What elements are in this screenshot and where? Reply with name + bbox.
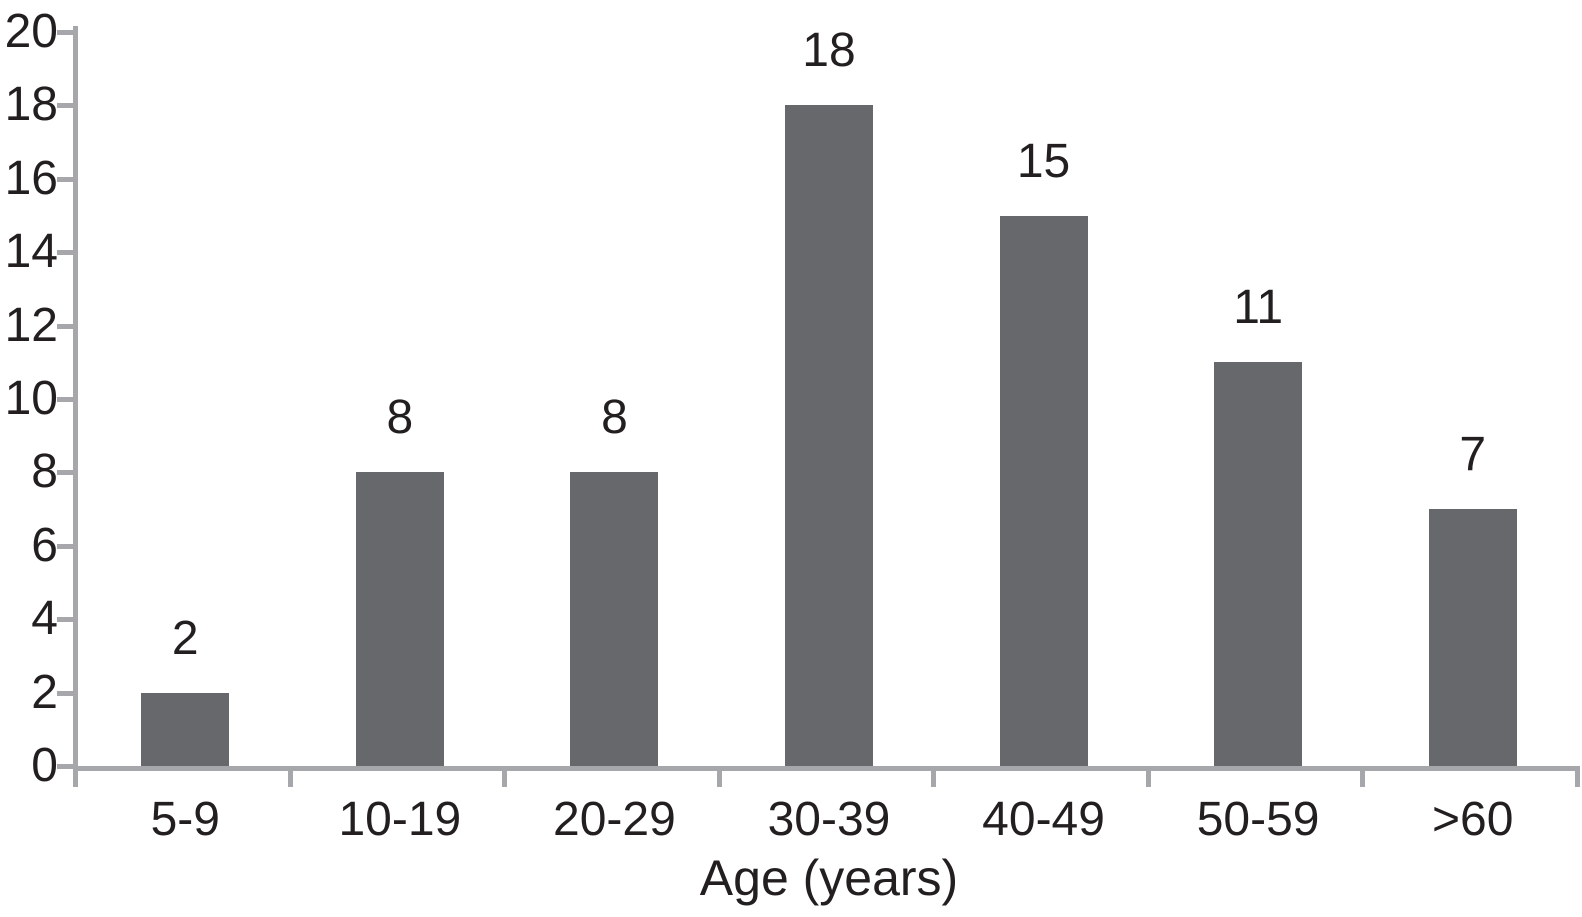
y-tick-label: 0	[31, 739, 58, 792]
x-tick-mark	[716, 766, 722, 787]
bar-value-label: 15	[1016, 134, 1071, 188]
y-tick-mark	[57, 617, 73, 623]
bar-30-39	[785, 105, 873, 766]
y-tick-mark	[57, 250, 73, 256]
y-tick-label: 20	[4, 5, 58, 58]
x-tick-label-5-9: 5-9	[150, 793, 220, 846]
x-tick-mark	[1145, 766, 1151, 787]
x-tick-mark	[73, 766, 78, 787]
bar->60	[1428, 509, 1517, 766]
bar-5-9	[141, 692, 230, 766]
y-tick-mark	[57, 176, 73, 182]
x-tick-label-20-29: 20-29	[553, 793, 676, 846]
x-tick-mark	[931, 766, 937, 787]
bar-value-label: 8	[601, 391, 628, 445]
bar-value-label: 8	[386, 391, 414, 445]
y-tick-label: 14	[4, 225, 58, 279]
y-tick-mark	[57, 103, 73, 109]
x-tick-label->60: >60	[1431, 793, 1514, 846]
y-tick-mark	[57, 690, 73, 696]
y-tick-label: 8	[31, 445, 58, 499]
y-tick-mark	[57, 323, 73, 329]
y-tick-mark	[57, 30, 73, 35]
y-tick-label: 2	[31, 665, 58, 719]
bar-value-label: 2	[171, 611, 199, 665]
y-tick-mark	[57, 543, 73, 549]
y-tick-label: 6	[31, 518, 58, 572]
x-tick-mark	[1575, 766, 1580, 787]
bar-40-49	[999, 215, 1088, 766]
y-tick-mark	[57, 764, 73, 769]
bar-value-label: 7	[1459, 428, 1487, 482]
y-tick-label: 18	[4, 78, 58, 132]
y-tick-label: 16	[4, 151, 58, 205]
x-tick-label-30-39: 30-39	[767, 793, 891, 846]
x-tick-mark	[1360, 766, 1366, 787]
x-tick-label-40-49: 40-49	[982, 793, 1105, 846]
bar-value-label: 11	[1233, 281, 1284, 335]
x-tick-label-10-19: 10-19	[338, 793, 462, 846]
bar-10-19	[355, 472, 444, 766]
y-tick-label: 4	[31, 592, 58, 646]
y-tick-mark	[57, 470, 73, 476]
y-axis-line	[73, 26, 78, 786]
x-tick-mark	[287, 766, 293, 787]
y-tick-mark	[57, 397, 73, 402]
y-tick-label: 10	[4, 372, 58, 425]
bar-20-29	[570, 472, 659, 766]
x-tick-label-50-59: 50-59	[1196, 793, 1320, 846]
bar-value-label: 18	[802, 24, 856, 78]
bar-50-59	[1214, 362, 1303, 766]
y-tick-label: 12	[4, 298, 58, 352]
x-tick-mark	[502, 766, 508, 787]
x-axis-line	[73, 766, 1580, 771]
x-axis-title: Age (years)	[699, 850, 959, 906]
